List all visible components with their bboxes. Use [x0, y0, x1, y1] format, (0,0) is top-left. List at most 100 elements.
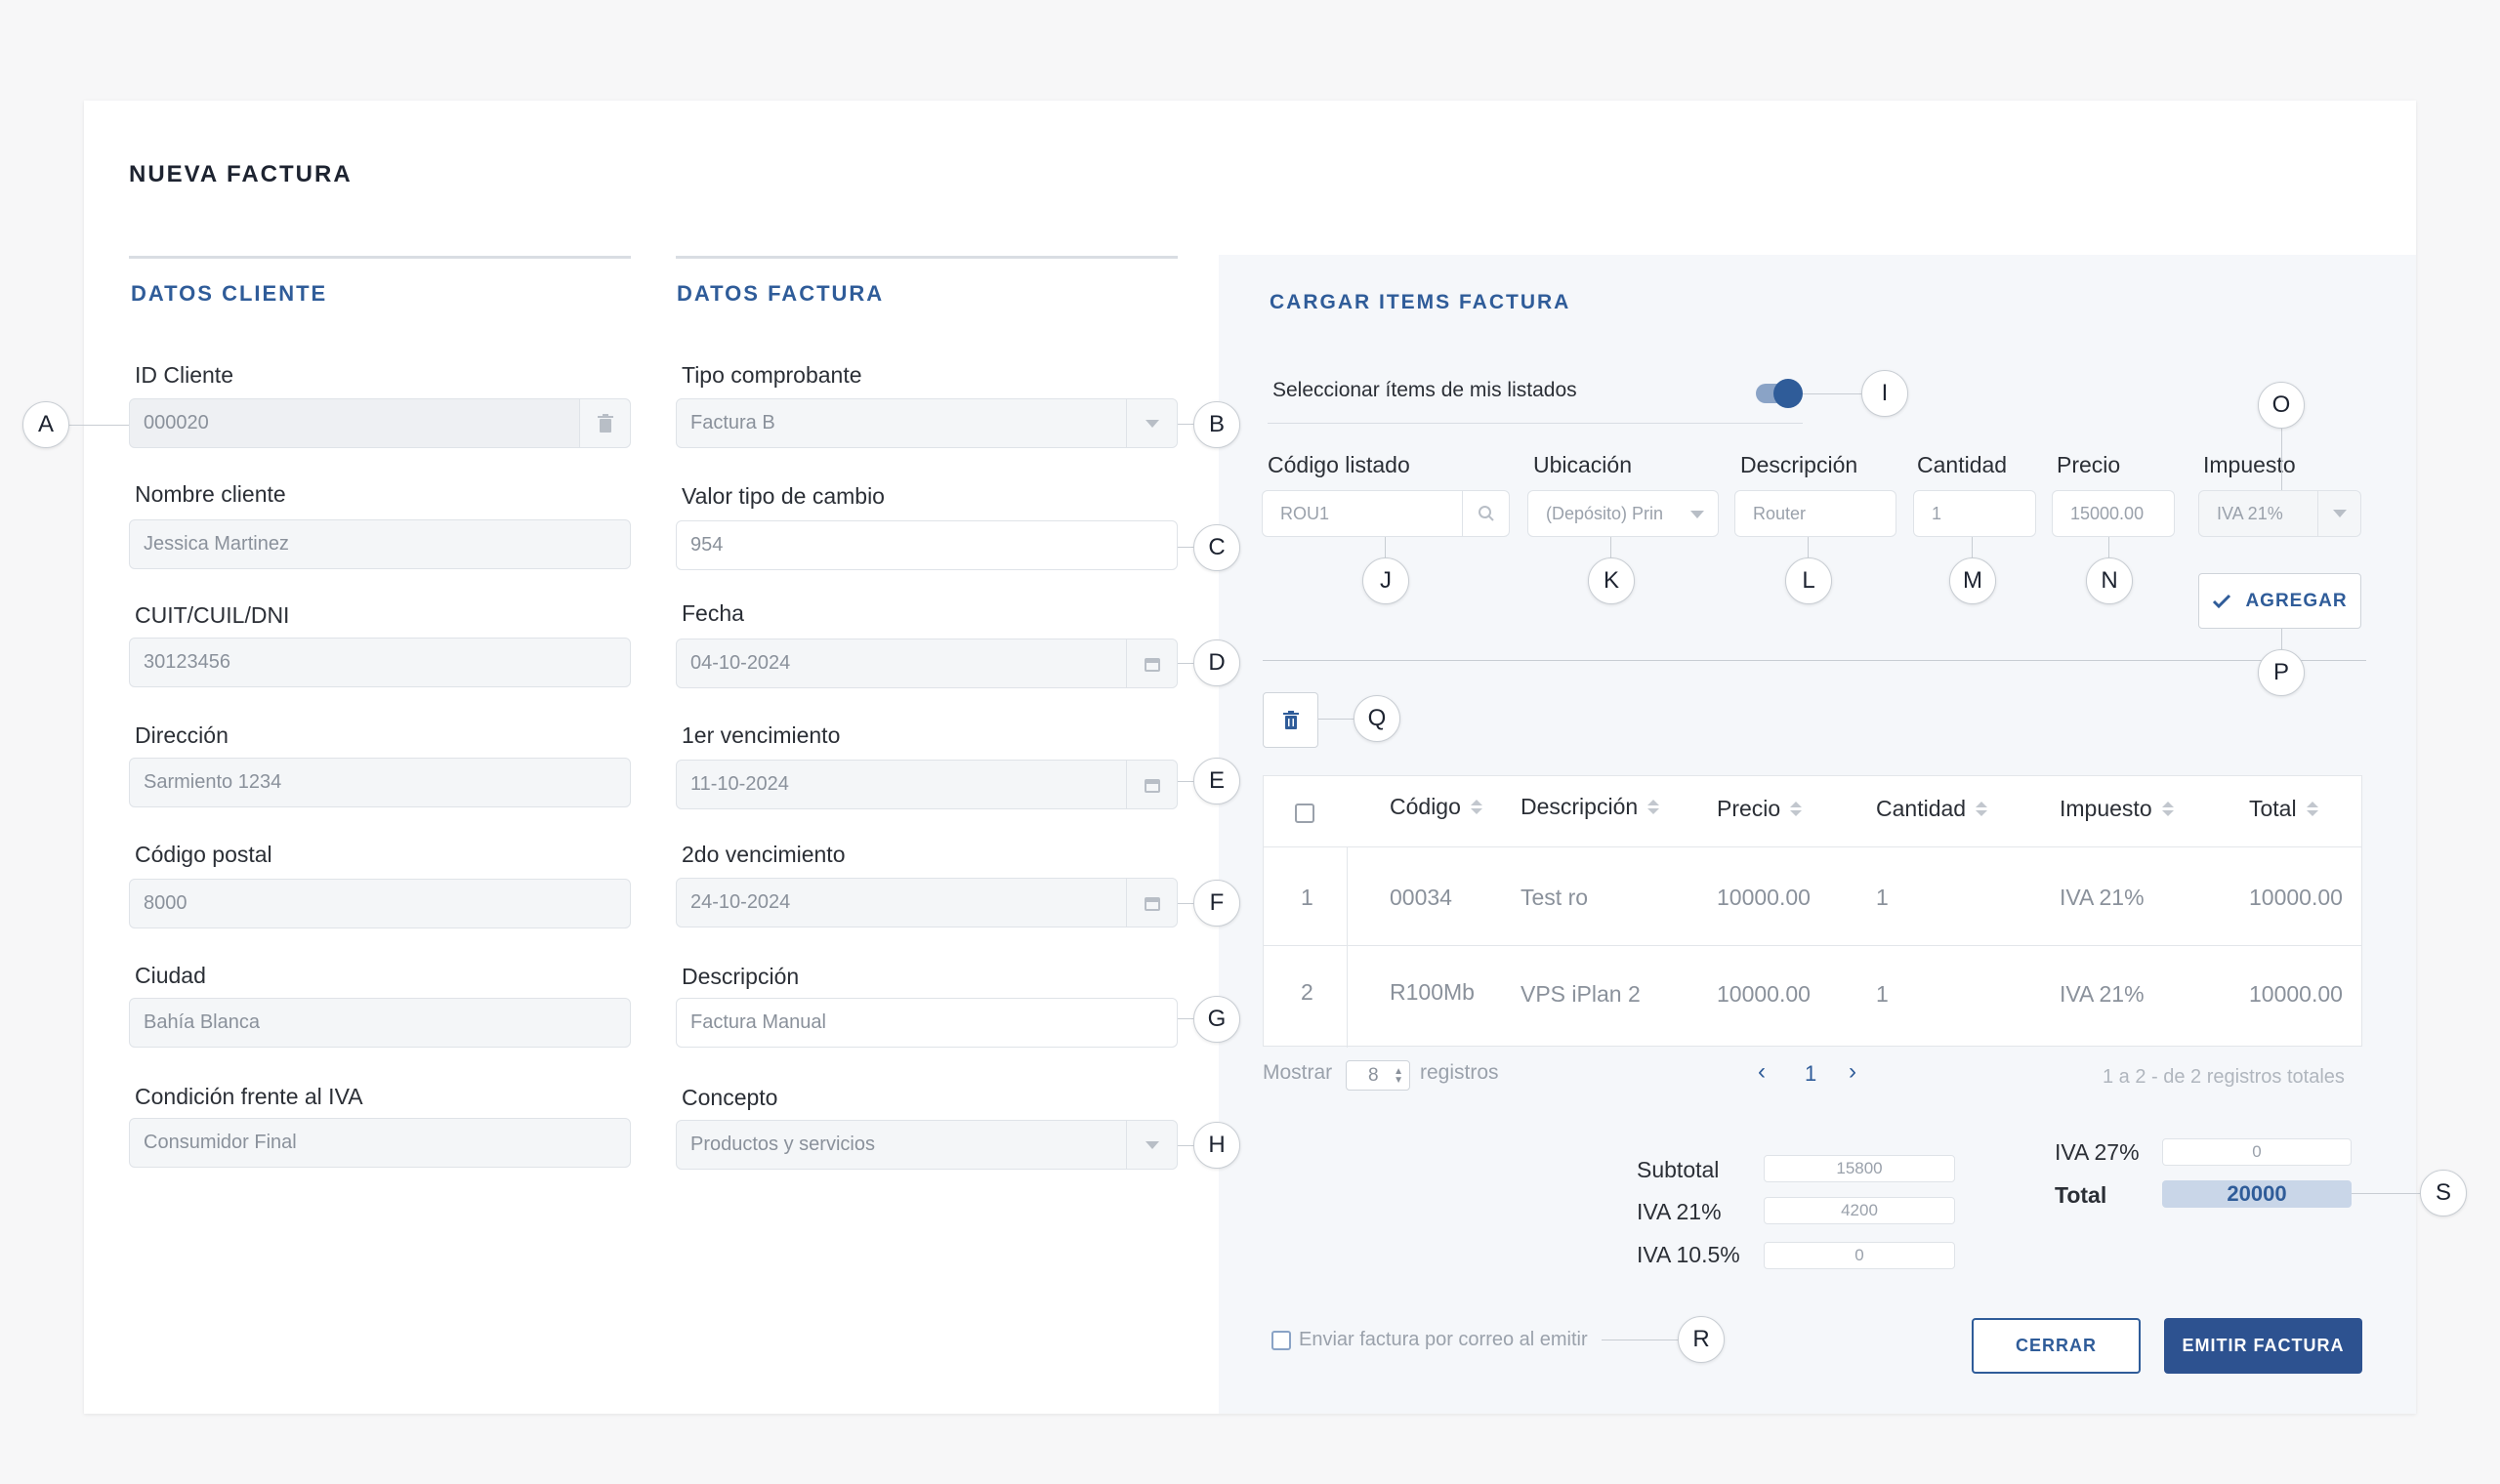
iva105-field[interactable]: 0 [1764, 1242, 1955, 1269]
items-toggle[interactable] [1756, 379, 1803, 408]
delete-items-button[interactable] [1263, 692, 1318, 748]
iva27-label: IVA 27% [2055, 1139, 2140, 1165]
iva27-field[interactable]: 0 [2162, 1138, 2352, 1166]
codigo-listado-value: ROU1 [1280, 503, 1330, 523]
calendar-icon[interactable] [1126, 879, 1177, 927]
venc2-field[interactable]: 24-10-2024 [676, 878, 1178, 928]
cell-cantidad: 1 [1876, 981, 1889, 1007]
callout-k: K [1588, 557, 1635, 604]
subtotal-field[interactable]: 15800 [1764, 1155, 1955, 1182]
section-title-items: CARGAR ITEMS FACTURA [1270, 291, 1571, 313]
cell-cantidad: 1 [1876, 885, 1889, 910]
divider [1263, 660, 2366, 661]
precio-label: Precio [2057, 452, 2121, 477]
search-icon[interactable] [1462, 491, 1509, 536]
ubicacion-value: (Depósito) Prin [1546, 503, 1664, 523]
cell-impuesto: IVA 21% [2060, 981, 2145, 1007]
callout-p: P [2258, 649, 2305, 696]
agregar-button[interactable]: AGREGAR [2198, 573, 2361, 629]
nombre-label: Nombre cliente [135, 481, 286, 507]
callout-q: Q [1354, 695, 1400, 742]
header-cantidad[interactable]: Cantidad [1876, 796, 1988, 822]
callout-l: L [1785, 557, 1832, 604]
calendar-icon[interactable] [1126, 761, 1177, 808]
ubicacion-label: Ubicación [1533, 452, 1632, 477]
cuit-label: CUIT/CUIL/DNI [135, 602, 290, 628]
header-impuesto[interactable]: Impuesto [2060, 796, 2174, 822]
cantidad-field[interactable]: 1 [1913, 490, 2036, 537]
records-summary: 1 a 2 - de 2 registros totales [2103, 1066, 2345, 1088]
header-descripcion[interactable]: Descripción [1521, 794, 1660, 820]
cell-total: 10000.00 [2249, 885, 2343, 910]
chevron-down-icon[interactable] [1126, 1121, 1177, 1169]
ciudad-value: Bahía Blanca [144, 1011, 260, 1033]
callout-connector [1385, 537, 1386, 558]
chevron-left-icon[interactable]: ‹ [1758, 1058, 1766, 1085]
email-checkbox[interactable] [1271, 1331, 1291, 1350]
codigo-listado-field[interactable]: ROU1 [1262, 490, 1510, 537]
ubicacion-select[interactable]: (Depósito) Prin [1527, 490, 1719, 537]
cell-descripcion: Test ro [1521, 885, 1589, 910]
precio-field[interactable]: 15000.00 [2052, 490, 2175, 537]
toggle-label: Seleccionar ítems de mis listados [1272, 379, 1577, 401]
column-divider [1347, 846, 1348, 1048]
callout-i: I [1861, 370, 1908, 417]
impuesto-select[interactable]: IVA 21% [2198, 490, 2361, 537]
concepto-select[interactable]: Productos y servicios [676, 1120, 1178, 1170]
chevron-down-icon[interactable] [2317, 491, 2360, 536]
descripcion-item-field[interactable]: Router [1734, 490, 1896, 537]
callout-c: C [1193, 524, 1240, 571]
current-page[interactable]: 1 [1805, 1061, 1817, 1086]
callout-s: S [2420, 1170, 2467, 1216]
registros-label: registros [1420, 1061, 1499, 1084]
stepper-arrows-icon[interactable]: ▲ ▼ [1394, 1066, 1403, 1086]
nombre-value: Jessica Martinez [144, 533, 289, 555]
venc2-value: 24-10-2024 [690, 891, 791, 913]
chevron-right-icon[interactable]: › [1849, 1058, 1856, 1085]
fecha-field[interactable]: 04-10-2024 [676, 639, 1178, 688]
iva21-field[interactable]: 4200 [1764, 1197, 1955, 1224]
callout-connector [1803, 393, 1885, 394]
select-all-checkbox[interactable] [1295, 804, 1314, 823]
calendar-icon[interactable] [1126, 639, 1177, 687]
header-precio[interactable]: Precio [1717, 796, 1803, 822]
cell-precio: 10000.00 [1717, 885, 1811, 910]
id-cliente-label: ID Cliente [135, 362, 233, 388]
callout-connector [2281, 629, 2282, 654]
callout-o: O [2258, 382, 2305, 429]
nombre-field[interactable]: Jessica Martinez [129, 519, 631, 569]
cell-descripcion: VPS iPlan 2 [1521, 981, 1641, 1007]
iva-condicion-field[interactable]: Consumidor Final [129, 1118, 631, 1168]
tipo-comprobante-value: Factura B [690, 412, 775, 433]
descripcion-field[interactable]: Factura Manual [676, 998, 1178, 1048]
descripcion-value: Factura Manual [690, 1011, 826, 1033]
ciudad-label: Ciudad [135, 963, 206, 988]
page-size-stepper[interactable]: 8 ▲ ▼ [1346, 1060, 1410, 1091]
cp-field[interactable]: 8000 [129, 879, 631, 928]
section-divider [129, 256, 631, 259]
id-cliente-field[interactable]: 000020 [129, 398, 631, 448]
cambio-field[interactable]: 954 [676, 520, 1178, 570]
header-codigo[interactable]: Código [1390, 794, 1482, 820]
venc1-field[interactable]: 11-10-2024 [676, 760, 1178, 809]
iva105-label: IVA 10.5% [1637, 1242, 1740, 1267]
cerrar-button[interactable]: CERRAR [1972, 1318, 2141, 1374]
callout-a: A [22, 401, 69, 448]
cuit-field[interactable]: 30123456 [129, 638, 631, 687]
table-row[interactable]: 1 00034 Test ro 10000.00 1 IVA 21% 10000… [1264, 847, 2361, 944]
direccion-field[interactable]: Sarmiento 1234 [129, 758, 631, 807]
header-total[interactable]: Total [2249, 796, 2318, 822]
cantidad-value: 1 [1932, 503, 1942, 523]
chevron-down-icon[interactable] [1126, 399, 1177, 447]
tipo-comprobante-select[interactable]: Factura B [676, 398, 1178, 448]
section-title-cliente: DATOS CLIENTE [131, 281, 328, 306]
id-cliente-value: 000020 [144, 412, 209, 433]
tipo-comprobante-label: Tipo comprobante [682, 362, 862, 388]
emitir-factura-button[interactable]: EMITIR FACTURA [2164, 1318, 2362, 1374]
callout-connector [1178, 424, 1195, 425]
table-row[interactable]: 2 R100Mb VPS iPlan 2 10000.00 1 IVA 21% … [1264, 946, 2361, 1047]
chevron-down-icon[interactable] [1690, 511, 1704, 518]
trash-icon[interactable] [579, 399, 630, 447]
concepto-value: Productos y servicios [690, 1134, 875, 1155]
ciudad-field[interactable]: Bahía Blanca [129, 998, 631, 1048]
